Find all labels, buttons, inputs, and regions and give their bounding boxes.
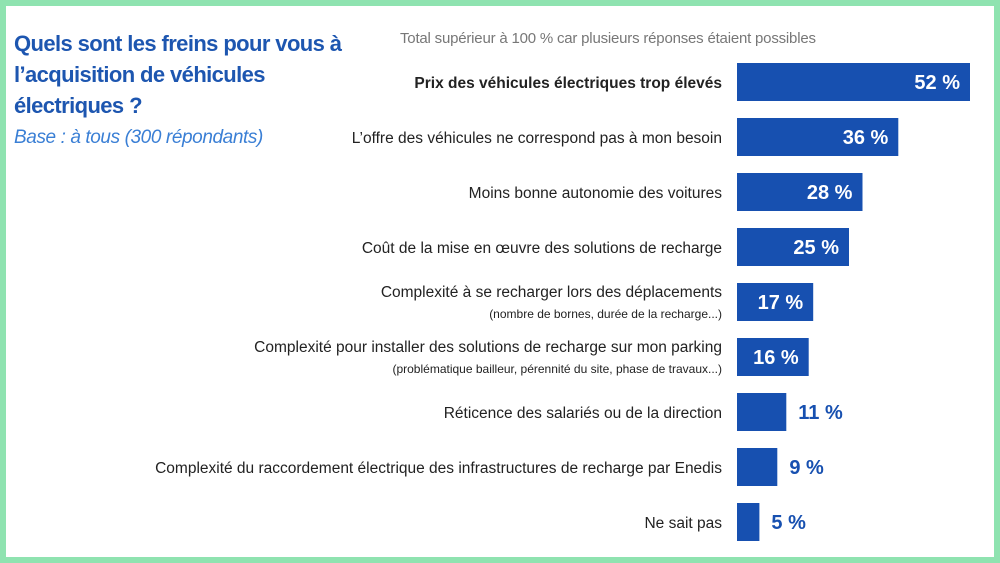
bar-value-label-4: 25 % [793,237,839,259]
category-label-6: Complexité pour installer des solutions … [254,339,722,356]
bar-value-label-7: 11 % [798,402,843,424]
category-label-8: Complexité du raccordement électrique de… [155,460,722,477]
bar-9 [737,503,760,541]
bar-value-label-9: 5 % [771,512,806,534]
bar-value-label-8: 9 % [789,457,824,479]
bar-1 [737,63,970,101]
category-label-4: Coût de la mise en œuvre des solutions d… [362,240,722,257]
category-sublabel-5: (nombre de bornes, durée de la recharge.… [489,307,722,321]
chart-subtitle: Base : à tous (300 répondants) [14,127,263,148]
bar-value-label-6: 16 % [753,347,799,369]
bar-4 [737,228,849,266]
bar-value-label-2: 36 % [843,127,889,149]
category-label-9: Ne sait pas [644,515,722,532]
bar-3 [737,173,863,211]
bar-7 [737,393,787,431]
chart-title: Quels sont les freins pour vous à l’acqu… [14,31,342,118]
category-label-5: Complexité à se recharger lors des dépla… [381,284,722,301]
bar-value-label-3: 28 % [807,182,853,204]
bar-8 [737,448,778,486]
bar-value-label-5: 17 % [758,292,804,314]
bar-6 [737,338,809,376]
category-label-2: L’offre des véhicules ne correspond pas … [352,130,722,147]
bar-2 [737,118,899,156]
category-sublabel-6: (problématique bailleur, pérennité du si… [392,362,722,376]
category-label-1: Prix des véhicules électriques trop élev… [414,75,722,92]
category-label-7: Réticence des salariés ou de la directio… [444,405,722,422]
bar-5 [737,283,814,321]
chart-note: Total supérieur à 100 % car plusieurs ré… [400,30,816,47]
category-label-3: Moins bonne autonomie des voitures [469,185,723,202]
bar-value-label-1: 52 % [914,72,960,94]
